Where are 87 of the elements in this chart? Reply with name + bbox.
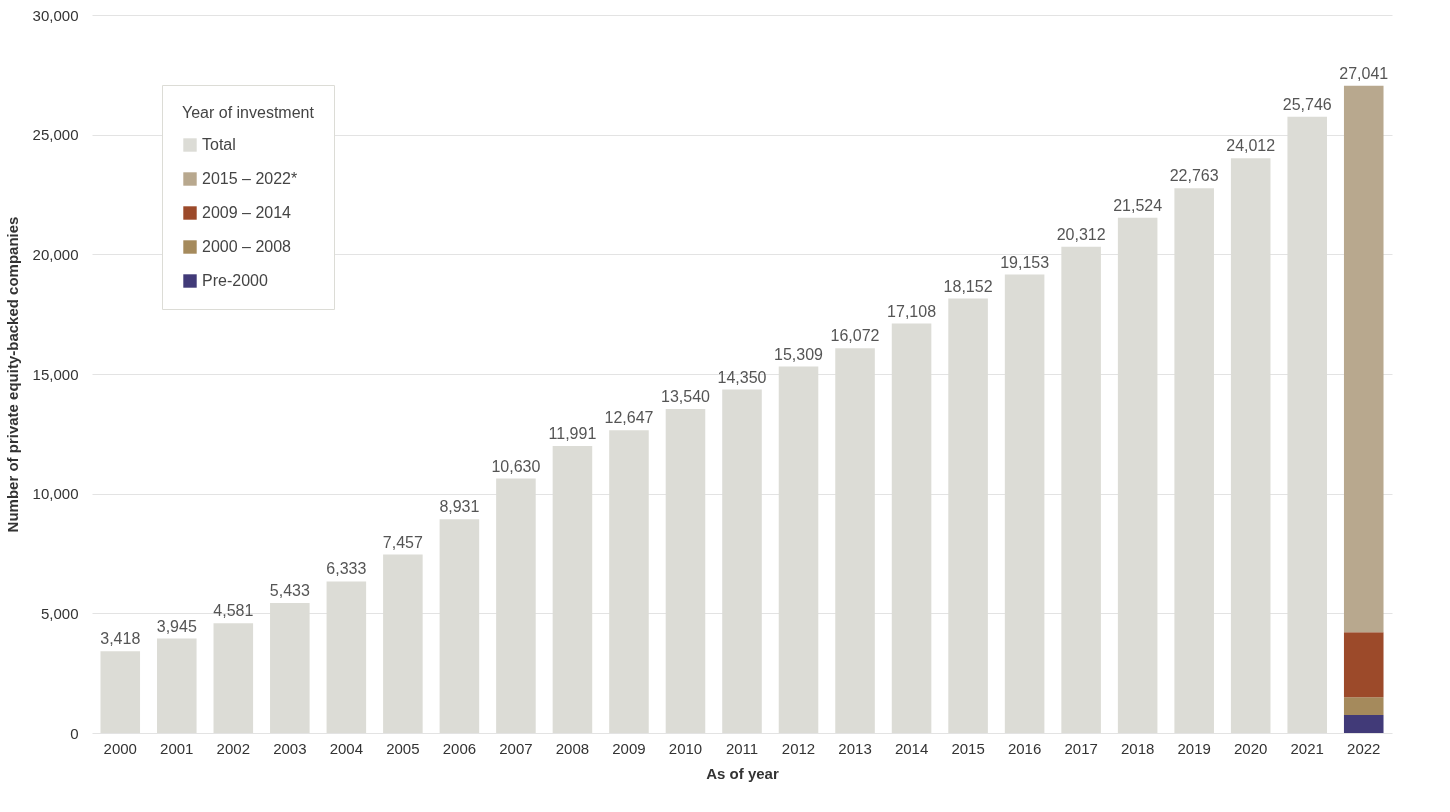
y-tick-label: 20,000	[32, 245, 79, 263]
x-tick-label: 2014	[894, 739, 929, 757]
x-tick-label: 2011	[725, 739, 759, 757]
total-label: 22,763	[1169, 167, 1219, 185]
total-label: 16,072	[830, 327, 880, 345]
x-tick-label: 2009	[612, 739, 646, 757]
bar	[1343, 632, 1384, 698]
total-label: 13,540	[661, 387, 711, 405]
bar	[1343, 697, 1384, 716]
bar	[1061, 246, 1101, 733]
x-tick-label: 2020	[1234, 739, 1268, 757]
x-tick-label: 2017	[1064, 739, 1098, 757]
x-tick-label: 2007	[499, 739, 533, 757]
total-label: 24,012	[1226, 137, 1276, 155]
total-label: 25,746	[1282, 95, 1332, 113]
total-label: 5,433	[269, 581, 310, 599]
total-label: 4,581	[213, 602, 254, 620]
total-label: 19,153	[1000, 253, 1050, 271]
x-tick-label: 2005	[386, 739, 420, 757]
legend-label: 2015 – 2022*	[202, 170, 298, 187]
x-tick-label: 2018	[1120, 739, 1155, 757]
y-tick-label: 15,000	[32, 365, 79, 383]
x-tick-label: 2003	[273, 739, 307, 757]
x-tick-label: 2015	[951, 739, 985, 757]
x-tick-label: 2021	[1290, 739, 1324, 757]
bar	[383, 554, 423, 733]
bar	[100, 651, 141, 733]
x-tick-label: 2002	[216, 739, 250, 757]
legend-title: Year of investment	[182, 104, 315, 121]
legend-label: 2009 – 2014	[202, 204, 292, 221]
total-label: 3,418	[100, 630, 141, 648]
legend-label: 2000 – 2008	[202, 238, 292, 255]
total-label: 17,108	[887, 302, 937, 320]
bar	[326, 581, 367, 733]
bar	[1004, 274, 1045, 733]
bar	[1117, 217, 1158, 733]
x-tick-label: 2006	[442, 739, 477, 757]
bar	[665, 408, 706, 733]
total-label: 7,457	[382, 533, 423, 551]
x-tick-label: 2022	[1347, 739, 1381, 757]
x-tick-label: 2016	[1007, 739, 1042, 757]
total-label: 3,945	[156, 617, 197, 635]
x-tick-label: 2019	[1177, 739, 1211, 757]
x-tick-label: 2000	[103, 739, 137, 757]
total-label: 8,931	[439, 498, 480, 516]
x-axis-title: As of year	[706, 764, 779, 782]
bar	[270, 602, 310, 733]
total-label: 10,630	[491, 457, 541, 475]
x-tick-label: 2001	[160, 739, 194, 757]
total-label: 12,647	[604, 409, 654, 427]
legend-label: Pre-2000	[202, 272, 268, 289]
x-tick-label: 2013	[838, 739, 872, 757]
y-tick-label: 0	[70, 724, 79, 742]
bar	[1343, 715, 1384, 733]
total-label: 14,350	[717, 368, 767, 386]
bar	[157, 638, 197, 733]
bar	[835, 348, 875, 733]
legend-label: Total	[202, 136, 236, 153]
y-tick-label: 30,000	[32, 6, 79, 24]
total-label: 18,152	[943, 277, 993, 295]
x-tick-label: 2012	[781, 739, 816, 757]
bar	[1287, 116, 1327, 733]
y-tick-label: 25,000	[32, 126, 79, 144]
x-tick-label: 2010	[668, 739, 703, 757]
bar	[891, 323, 932, 733]
total-label: 20,312	[1056, 225, 1106, 243]
total-label: 6,333	[326, 560, 367, 578]
bar	[1343, 85, 1384, 633]
bar	[948, 298, 988, 733]
total-label: 27,041	[1339, 64, 1389, 82]
total-label: 11,991	[548, 425, 597, 443]
bar	[496, 478, 536, 733]
y-tick-label: 5,000	[40, 604, 79, 622]
total-label: 15,309	[774, 345, 824, 363]
x-tick-label: 2004	[329, 739, 364, 757]
y-tick-label: 10,000	[32, 485, 79, 503]
x-tick-label: 2008	[555, 739, 590, 757]
bar	[1230, 158, 1271, 733]
bar	[609, 430, 649, 733]
bar	[213, 623, 254, 733]
bar	[1174, 188, 1214, 733]
total-label: 21,524	[1113, 196, 1163, 214]
bar	[439, 519, 480, 733]
bar	[778, 366, 819, 733]
bar	[722, 389, 762, 733]
y-axis-title: Number of private equity-backed companies	[3, 216, 21, 533]
bar	[552, 446, 593, 733]
